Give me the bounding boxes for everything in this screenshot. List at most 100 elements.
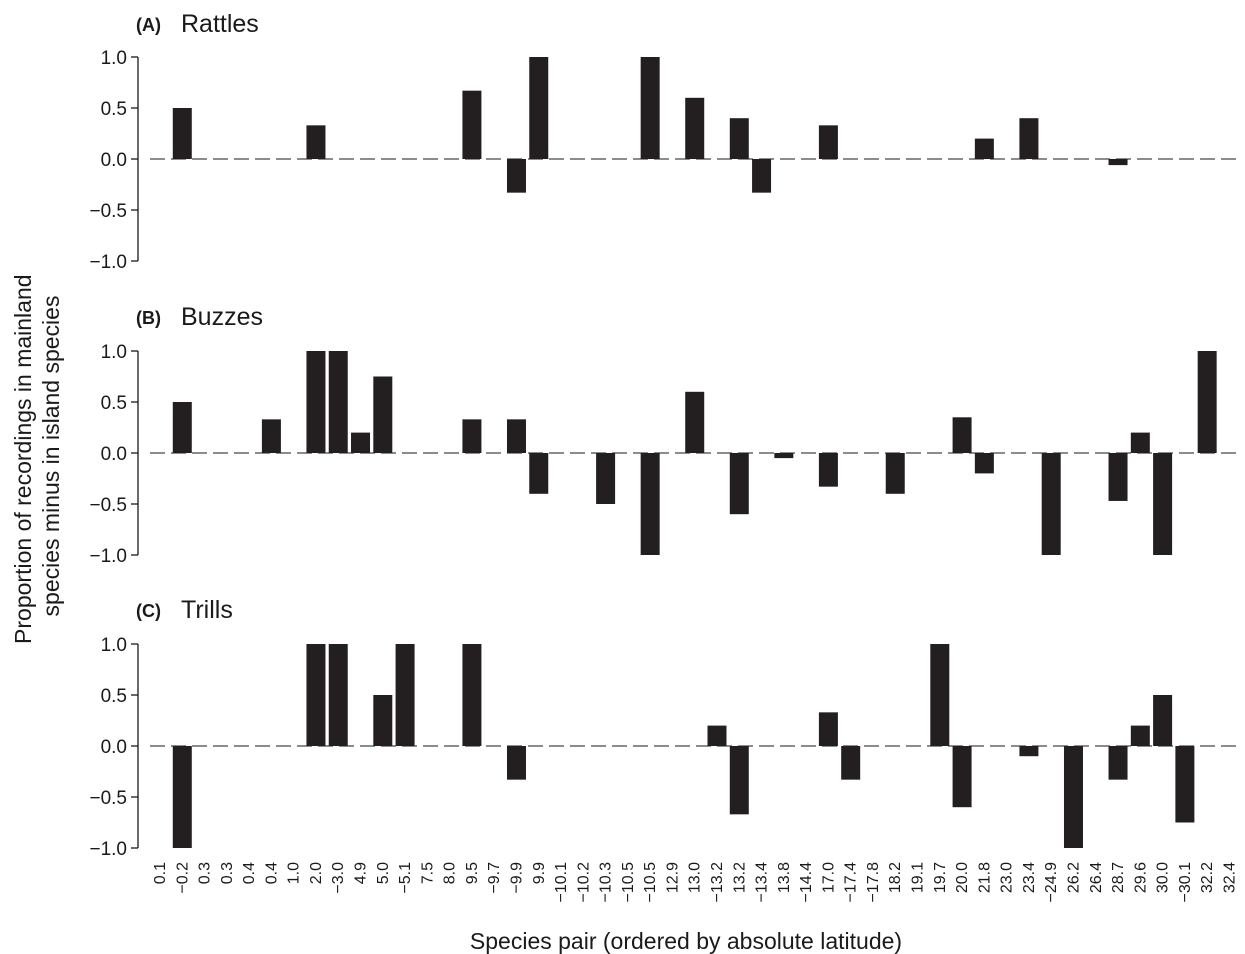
bar — [774, 453, 794, 459]
bar — [373, 376, 393, 453]
bar — [1175, 746, 1195, 823]
x-tick-label: 9.5 — [464, 862, 481, 884]
bar — [930, 644, 950, 746]
bar — [462, 419, 482, 453]
x-tick-label: −17.4 — [843, 862, 860, 903]
bar — [1019, 746, 1039, 757]
y-axis-title: Proportion of recordings in mainland spe… — [10, 268, 64, 644]
bar — [261, 419, 281, 453]
bar — [818, 125, 838, 159]
x-tick-label: 5.0 — [375, 862, 392, 884]
x-tick-label: −17.8 — [865, 862, 882, 903]
bar — [640, 453, 660, 555]
x-tick-label: −10.1 — [553, 862, 570, 903]
bar — [640, 57, 660, 159]
y-tick-label: 0.5 — [101, 686, 127, 707]
x-tick-label: 0.3 — [197, 862, 214, 884]
y-tick-label: −1.0 — [89, 252, 127, 273]
panel-title: Buzzes — [181, 303, 263, 331]
x-tick-label: 13.2 — [731, 862, 748, 893]
x-tick-label: −10.5 — [642, 862, 659, 903]
y-tick-label: −0.5 — [89, 788, 127, 809]
bar — [841, 746, 861, 780]
bar — [685, 97, 705, 159]
bar — [306, 125, 326, 159]
panel-letter: (B) — [136, 308, 161, 328]
x-tick-label: −9.9 — [508, 862, 525, 894]
bar — [818, 712, 838, 746]
x-tick-label: 26.4 — [1088, 862, 1105, 893]
x-tick-label: 9.9 — [531, 862, 548, 884]
bar — [952, 417, 972, 453]
y-tick-label: 1.0 — [101, 342, 127, 363]
bar — [1041, 453, 1061, 555]
bar — [729, 746, 749, 815]
bar — [1130, 725, 1150, 746]
x-tick-label: −10.2 — [575, 862, 592, 903]
bar — [462, 90, 482, 159]
panel-letter: (C) — [136, 601, 161, 621]
panel-buzzes: (B) Buzzes 1.0 0.5 0.0 −0.5 −1.0 — [89, 303, 1240, 567]
x-tick-label: 0.4 — [263, 862, 280, 884]
bar — [974, 138, 994, 159]
y-axis-title-line2: species minus in island species — [38, 296, 64, 617]
x-tick-label: −10.5 — [620, 862, 637, 903]
bar — [506, 159, 526, 193]
x-tick-label: 13.8 — [776, 862, 793, 893]
bar — [1108, 453, 1128, 501]
x-tick-label: −30.1 — [1177, 862, 1194, 903]
bar — [885, 453, 905, 494]
x-axis-title: Species pair (ordered by absolute latitu… — [470, 928, 902, 954]
x-tick-label: 0.3 — [219, 862, 236, 884]
x-tick-label: −24.9 — [1043, 862, 1060, 903]
bar — [172, 108, 192, 159]
y-tick-label: −1.0 — [89, 839, 127, 860]
bar — [685, 391, 705, 453]
x-tick-label: −13.4 — [754, 862, 771, 903]
bar — [707, 725, 727, 746]
y-tick-label: 1.0 — [101, 635, 127, 656]
panel-rattles: (A) Rattles 1.0 0.5 0.0 −0.5 −1.0 — [89, 10, 1240, 273]
bar — [818, 453, 838, 487]
bar — [172, 746, 192, 848]
x-axis: 0.1 −0.2 0.3 0.3 0.4 0.4 1.0 2.0 −3.0 4.9 5.0 −5.1 7… — [152, 862, 1238, 903]
y-tick-label: 0.5 — [101, 393, 127, 414]
x-tick-label: 28.7 — [1110, 862, 1127, 893]
y-tick-label: 0.0 — [101, 444, 127, 465]
bar — [1153, 695, 1173, 746]
x-tick-label: 29.6 — [1132, 862, 1149, 893]
bar — [395, 644, 415, 746]
x-tick-label: 21.8 — [976, 862, 993, 893]
bar — [462, 644, 482, 746]
bar — [529, 453, 549, 494]
x-tick-label: 19.7 — [932, 862, 949, 893]
bar — [952, 746, 972, 808]
y-tick-label: −0.5 — [89, 201, 127, 222]
y-axis-title-line1: Proportion of recordings in mainland — [10, 274, 36, 643]
x-tick-label: 23.0 — [999, 862, 1016, 893]
x-tick-label: −13.2 — [709, 862, 726, 903]
x-tick-label: 7.5 — [419, 862, 436, 884]
panel-title: Trills — [181, 596, 233, 624]
bar — [596, 453, 616, 504]
bar — [1108, 159, 1128, 166]
x-tick-label: 32.4 — [1221, 862, 1238, 893]
panels: (A) Rattles 1.0 0.5 0.0 −0.5 −1.0 (B) Buzzes 1.0 0… — [89, 10, 1240, 860]
bar — [729, 453, 749, 515]
bar — [1108, 746, 1128, 780]
x-tick-label: 18.2 — [887, 862, 904, 893]
panel-letter: (A) — [136, 15, 161, 35]
bar — [373, 695, 393, 746]
bar — [752, 159, 772, 193]
x-tick-label: 0.1 — [152, 862, 169, 884]
bar — [1153, 453, 1173, 555]
x-tick-label: 13.0 — [687, 862, 704, 893]
bar — [506, 419, 526, 453]
bar — [729, 118, 749, 159]
y-tick-label: 0.0 — [101, 737, 127, 758]
y-tick-label: −0.5 — [89, 495, 127, 516]
y-tick-label: 1.0 — [101, 48, 127, 69]
bar — [1019, 118, 1039, 159]
y-tick-label: −1.0 — [89, 546, 127, 567]
